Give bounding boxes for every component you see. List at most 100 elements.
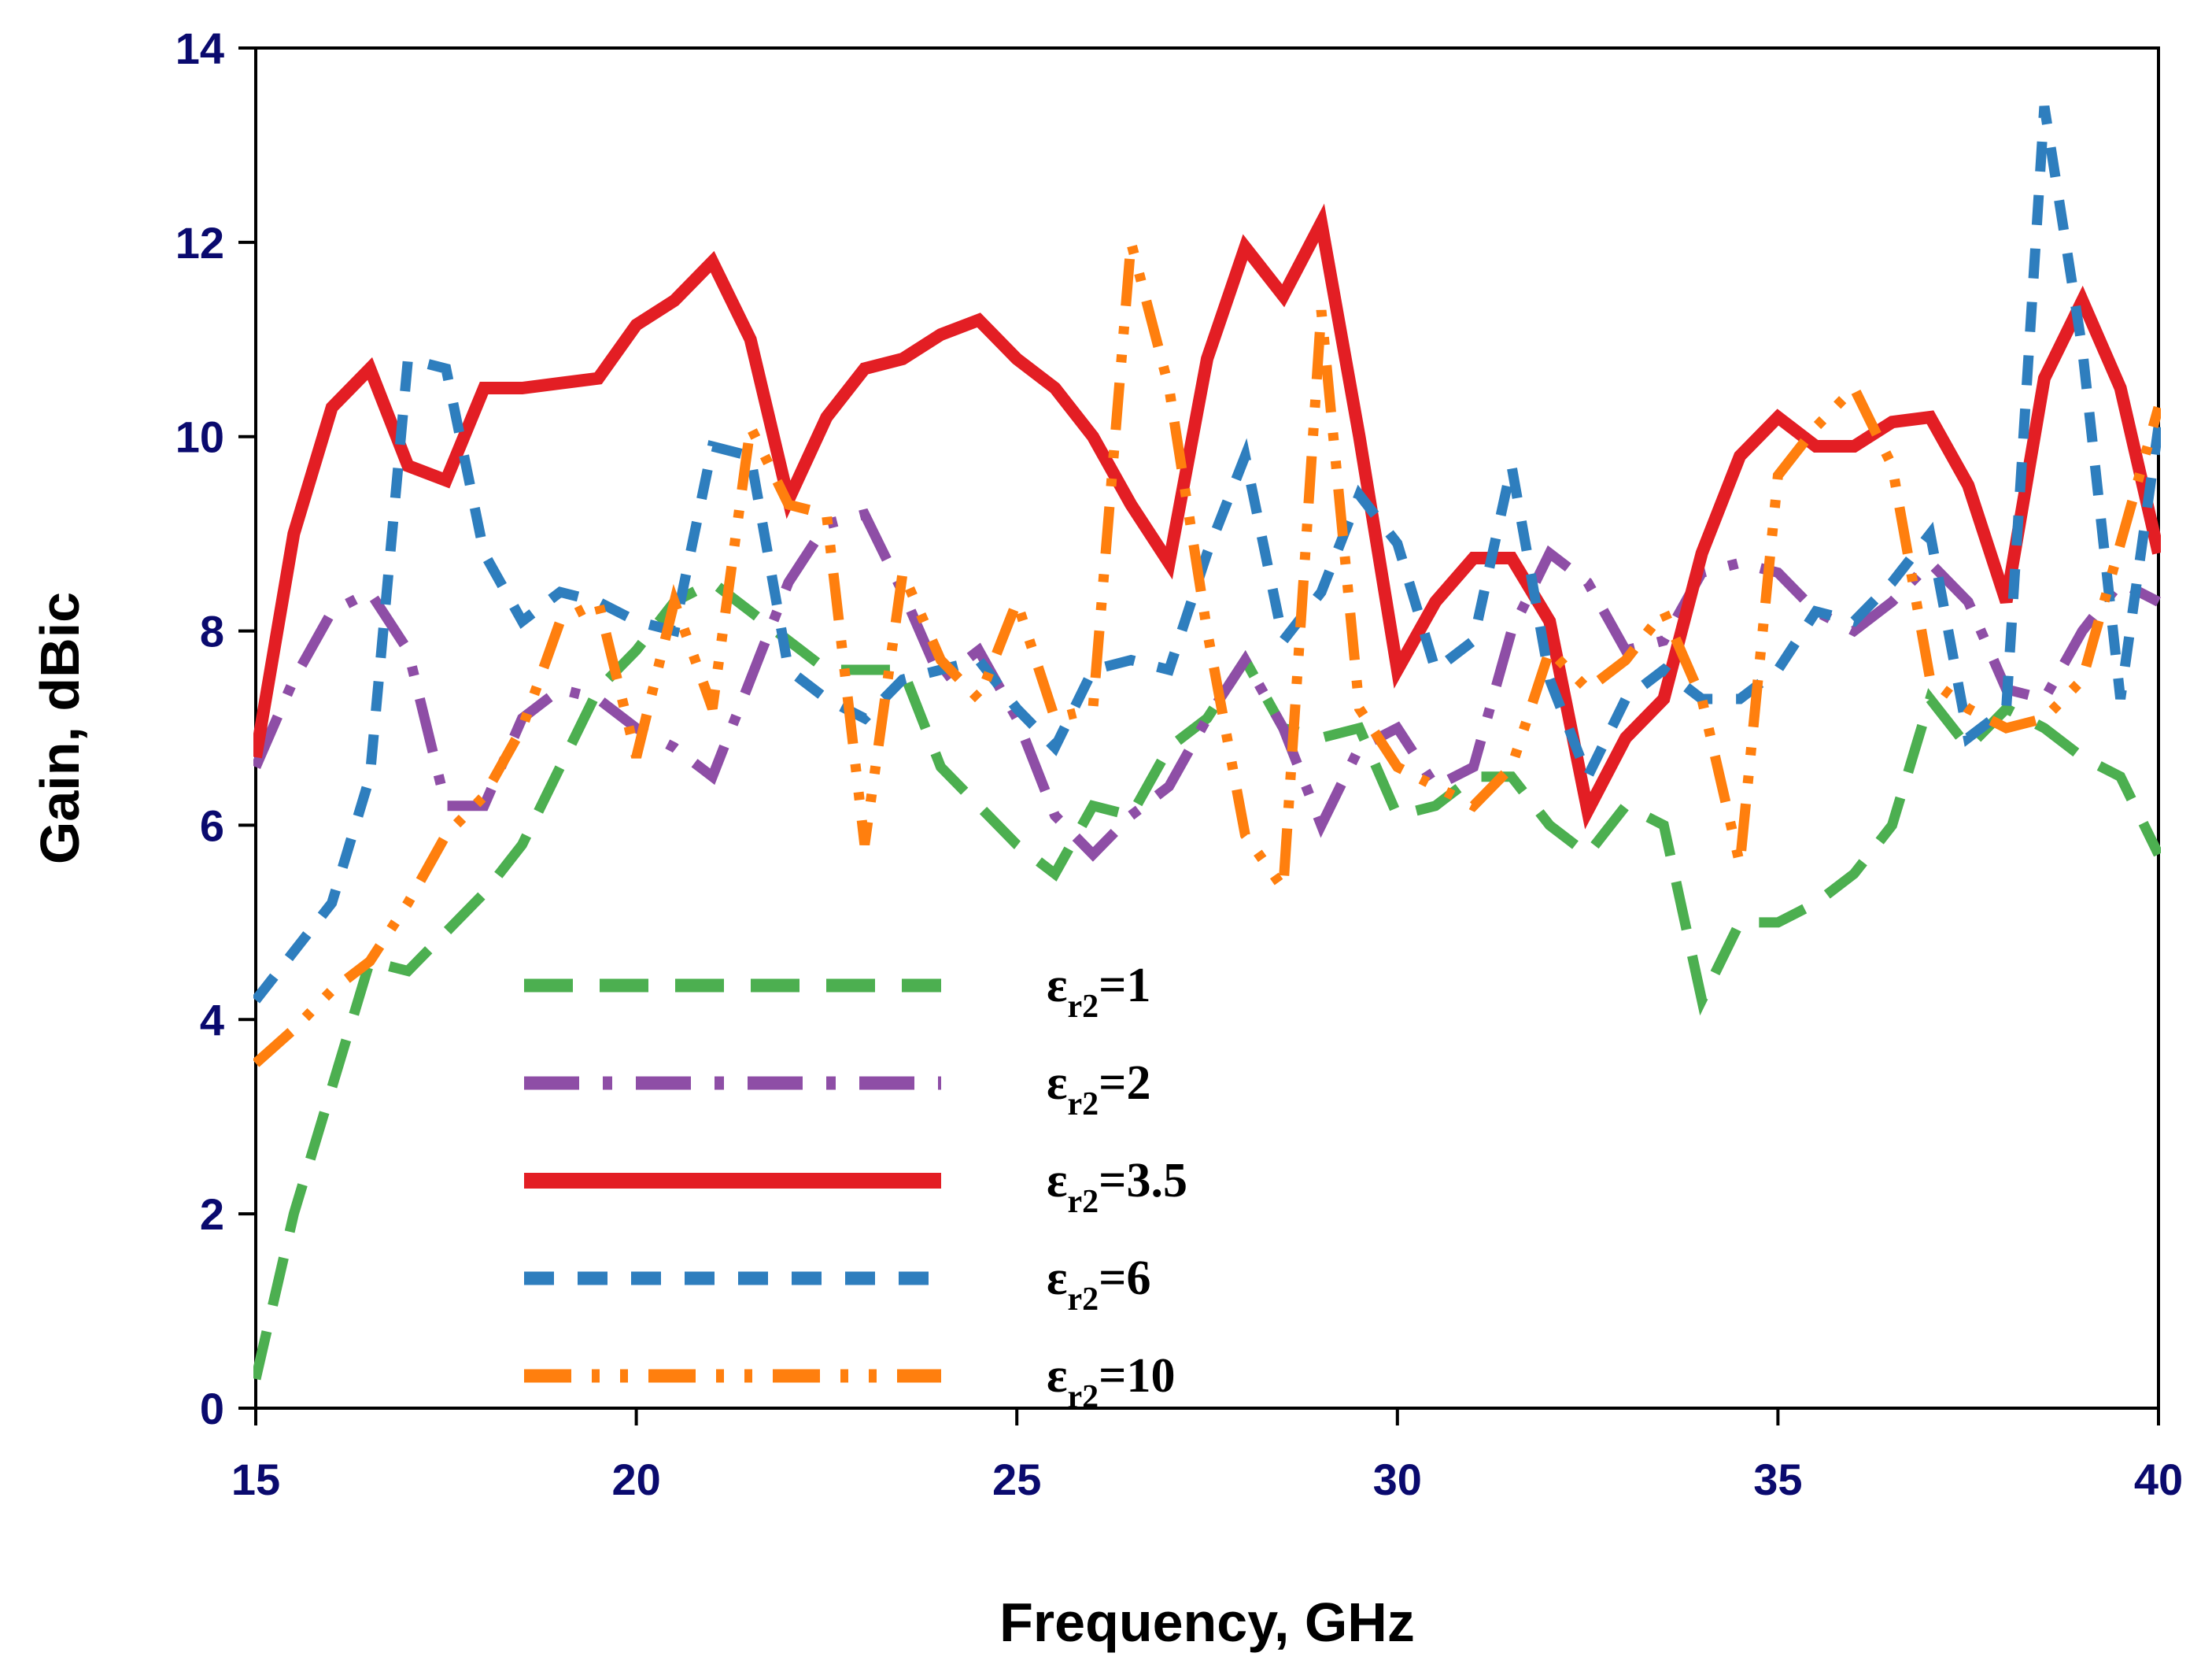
data-point xyxy=(1054,873,1056,875)
y-tick-label: 6 xyxy=(200,801,224,850)
series-1 xyxy=(253,508,2161,862)
data-point xyxy=(673,630,675,632)
data-point xyxy=(1130,659,1132,661)
data-point xyxy=(597,377,600,379)
data-point xyxy=(1206,357,1209,360)
data-point xyxy=(1853,446,1856,448)
data-point xyxy=(1016,357,1018,360)
data-point xyxy=(1549,620,1551,623)
data-point xyxy=(902,668,904,671)
data-point xyxy=(1016,844,1018,846)
legend-label: εr2=10 xyxy=(1047,1349,1176,1415)
data-point xyxy=(711,446,714,448)
data-point xyxy=(331,610,333,612)
data-point xyxy=(1853,630,1856,632)
data-point xyxy=(1891,464,1893,467)
data-point xyxy=(1054,815,1056,817)
data-point xyxy=(1320,824,1323,826)
series-line xyxy=(253,508,2161,862)
x-axis-title: Frequency, GHz xyxy=(999,1592,1415,1653)
data-point xyxy=(1054,717,1056,719)
data-point xyxy=(863,668,866,671)
data-point xyxy=(483,892,486,894)
data-point xyxy=(1967,708,1970,710)
data-point xyxy=(1130,241,1132,243)
data-point xyxy=(369,775,371,778)
data-point xyxy=(293,679,295,681)
data-point xyxy=(863,844,866,846)
data-point xyxy=(2119,697,2122,700)
legend: εr2=1 εr2=2 εr2=3.5 εr2=6 εr2=10 xyxy=(524,959,1187,1415)
data-point xyxy=(1320,591,1323,593)
series-line xyxy=(253,203,2161,830)
data-point xyxy=(977,659,980,661)
series-2 xyxy=(253,203,2161,830)
data-point xyxy=(1282,727,1284,730)
data-point xyxy=(1891,421,1893,423)
data-point xyxy=(2119,775,2122,778)
data-point xyxy=(1549,824,1551,826)
data-point xyxy=(673,299,675,301)
y-axis: 0 2 4 6 8 10 12 14 xyxy=(175,24,256,1433)
data-point xyxy=(2081,299,2084,301)
data-point xyxy=(2081,679,2084,681)
legend-entry: εr2=6 xyxy=(524,1252,1151,1318)
data-point xyxy=(255,999,257,1001)
x-tick-label: 25 xyxy=(992,1455,1041,1504)
data-point xyxy=(445,368,447,370)
data-point xyxy=(1206,630,1209,632)
data-point xyxy=(1168,387,1170,390)
data-point xyxy=(445,479,447,482)
data-point xyxy=(1701,999,1703,1001)
data-point xyxy=(407,357,409,360)
data-point xyxy=(863,368,866,370)
data-point xyxy=(749,610,751,612)
data-point xyxy=(521,620,523,623)
data-point xyxy=(1244,659,1246,661)
data-point xyxy=(1435,804,1437,807)
data-point xyxy=(445,804,447,807)
data-point xyxy=(1624,737,1627,739)
data-point xyxy=(1777,921,1779,923)
data-point xyxy=(1663,639,1665,642)
data-point xyxy=(369,368,371,370)
data-point xyxy=(1472,766,1475,768)
data-point xyxy=(2043,105,2045,108)
data-point xyxy=(2158,853,2160,856)
data-point xyxy=(1396,727,1398,730)
data-point xyxy=(1091,804,1094,807)
data-point xyxy=(1396,815,1398,817)
y-tick-label: 0 xyxy=(200,1384,224,1433)
data-point xyxy=(331,406,333,409)
data-point xyxy=(1168,562,1170,564)
data-point xyxy=(635,620,637,623)
data-point xyxy=(977,697,980,700)
legend-label: εr2=3.5 xyxy=(1047,1154,1187,1220)
data-point xyxy=(331,989,333,992)
data-point xyxy=(940,766,942,768)
data-point xyxy=(1624,659,1627,661)
data-point xyxy=(369,591,371,593)
data-point xyxy=(1815,446,1817,448)
y-tick-label: 12 xyxy=(175,218,224,268)
data-point xyxy=(2119,581,2122,583)
data-point xyxy=(1510,766,1512,768)
y-tick-label: 10 xyxy=(175,412,224,462)
data-point xyxy=(1320,737,1323,739)
data-point xyxy=(521,844,523,846)
data-point xyxy=(635,649,637,652)
data-point xyxy=(940,668,942,671)
data-point xyxy=(521,727,523,730)
x-tick-label: 35 xyxy=(1753,1455,1802,1504)
legend-entry: εr2=10 xyxy=(524,1349,1176,1415)
data-point xyxy=(788,668,790,671)
data-point xyxy=(673,601,675,603)
legend-entry: εr2=2 xyxy=(524,1056,1151,1122)
series-0 xyxy=(253,576,2161,1381)
data-point xyxy=(1815,426,1817,428)
data-point xyxy=(293,533,295,535)
data-point xyxy=(1701,552,1703,554)
data-point xyxy=(1244,834,1246,836)
data-point xyxy=(1549,679,1551,681)
data-point xyxy=(1358,746,1361,749)
